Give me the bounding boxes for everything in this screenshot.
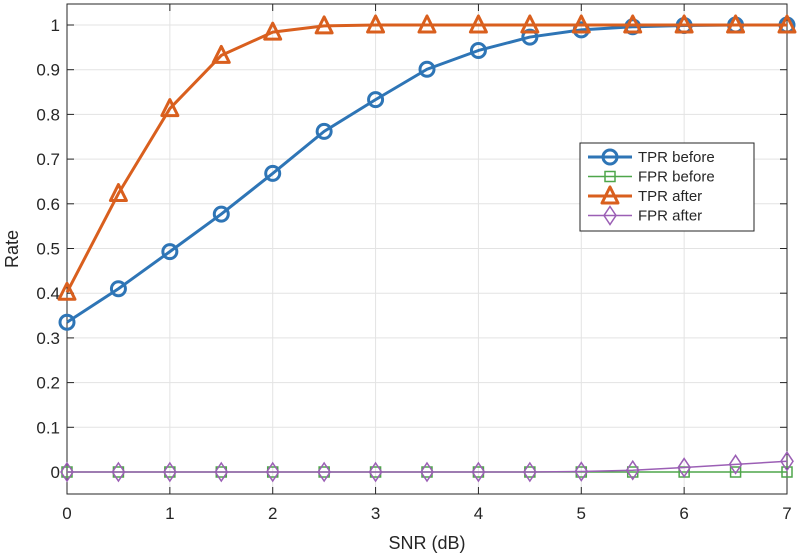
legend-label: FPR before: [638, 169, 715, 186]
legend-item: FPR after: [588, 205, 702, 226]
y-tick-label: 0.1: [36, 418, 60, 437]
x-tick-label: 6: [679, 504, 688, 523]
series-tpr-after: [57, 14, 797, 301]
axis-ticks: 0 1 2 3 4 5 6 7 0 0.1 0.2 0.3 0.4 0.5 0.6 0.7 0.8 0.9 1: [36, 4, 792, 523]
series-fpr-after: [60, 450, 794, 483]
x-axis-label: SNR (dB): [388, 533, 465, 553]
x-tick-label: 7: [782, 504, 791, 523]
data-series: [57, 14, 797, 483]
y-tick-label: 0.7: [36, 150, 60, 169]
y-tick-label: 0.3: [36, 329, 60, 348]
legend-label: TPR after: [638, 188, 702, 205]
legend-item: FPR before: [588, 169, 715, 186]
legend-item: TPR after: [588, 185, 702, 205]
y-tick-label: 0.2: [36, 374, 60, 393]
y-tick-label: 0: [51, 463, 60, 482]
y-tick-label: 0.4: [36, 284, 60, 303]
legend-label: FPR after: [638, 208, 702, 225]
x-tick-label: 0: [62, 504, 71, 523]
legend: TPR before FPR before TPR after FPR after: [579, 142, 755, 232]
y-tick-label: 0.8: [36, 105, 60, 124]
x-tick-label: 4: [474, 504, 483, 523]
y-tick-label: 1: [51, 16, 60, 35]
x-tick-label: 3: [371, 504, 380, 523]
y-tick-label: 0.5: [36, 240, 60, 259]
x-tick-label: 5: [577, 504, 586, 523]
x-tick-label: 1: [165, 504, 174, 523]
legend-label: TPR before: [638, 149, 715, 166]
legend-item: TPR before: [588, 148, 715, 166]
y-axis-label: Rate: [2, 230, 22, 268]
y-tick-label: 0.9: [36, 61, 60, 80]
x-tick-label: 2: [268, 504, 277, 523]
y-tick-label: 0.6: [36, 195, 60, 214]
